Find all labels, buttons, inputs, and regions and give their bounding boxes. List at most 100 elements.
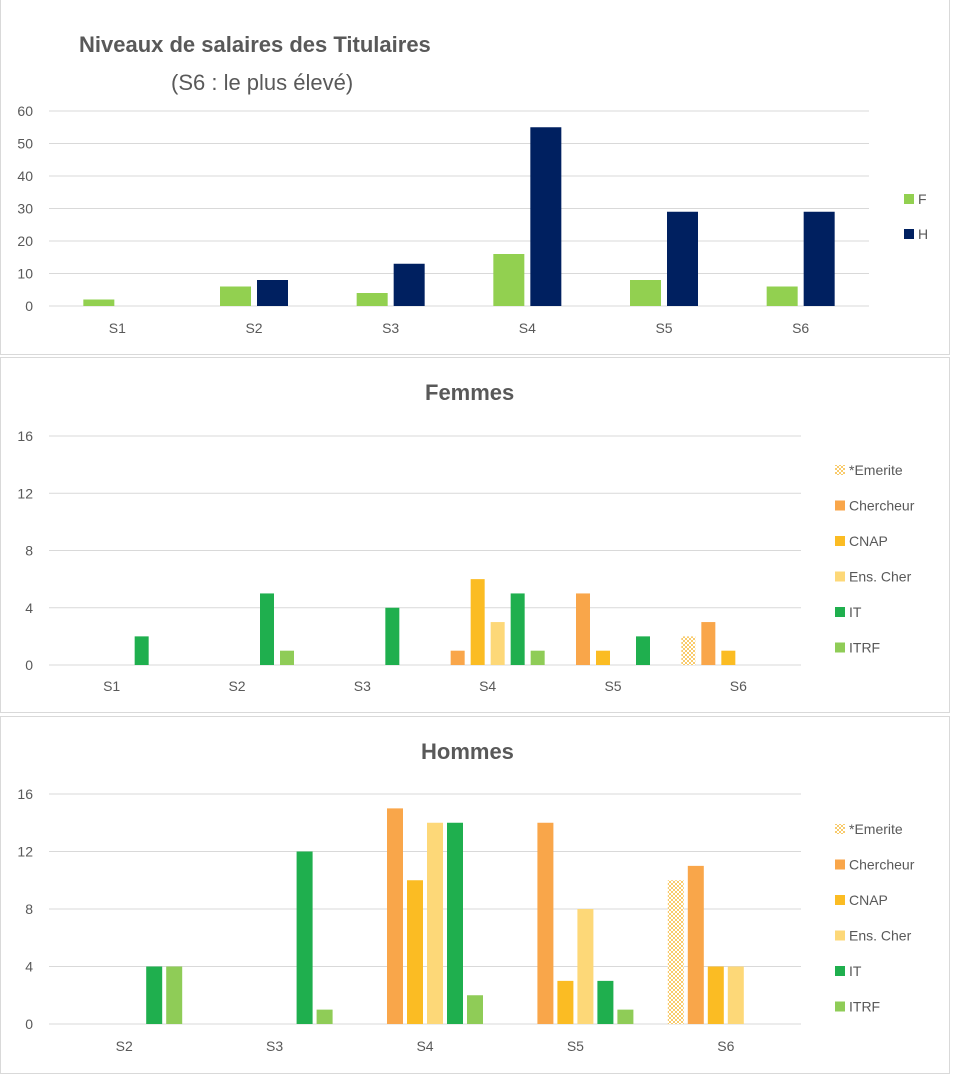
legend-swatch [835, 859, 845, 870]
y-tick-label: 0 [25, 1016, 33, 1032]
legend-swatch [835, 536, 845, 546]
legend-swatch [835, 966, 845, 976]
chart-svg-titulaires: 0 10 20 30 40 50 60 S1 S2 S3 S4 S5 S6 F H [17, 103, 928, 336]
legend-label: Chercheur [849, 498, 915, 514]
legend-label: Chercheur [849, 857, 915, 873]
y-tick-label: 0 [25, 298, 33, 314]
bar-chercheur-s4 [387, 808, 403, 1024]
y-tick-label: 4 [25, 600, 33, 616]
x-tick-label: S3 [354, 678, 371, 694]
y-tick-label: 12 [17, 485, 33, 501]
bar-emerite-s6 [681, 636, 696, 665]
legend-label: IT [849, 963, 862, 979]
bar-it-s3 [385, 607, 400, 665]
y-tick-label: 16 [17, 786, 33, 802]
x-tick-label: S1 [109, 320, 126, 336]
bar-cnap-s6 [707, 966, 724, 1024]
bar-f-s3 [356, 293, 388, 306]
bar-h-s6 [803, 211, 835, 306]
bar-enscher-s5 [577, 909, 594, 1024]
chart-svg-femmes: 0 4 8 12 16 S1 S2 S3 S4 S5 S6 *Emerite Chercheur CNAP… [17, 428, 915, 694]
legend-label: H [918, 226, 928, 242]
x-tick-label: S4 [416, 1038, 433, 1054]
chart-title: Niveaux de salaires des Titulaires [79, 32, 431, 57]
bar-h-s5 [667, 211, 698, 306]
y-tick-label: 12 [17, 844, 33, 860]
y-tick-label: 50 [17, 136, 33, 152]
y-tick-label: 60 [17, 103, 33, 119]
bar-enscher-s4 [427, 822, 443, 1024]
bar-it-s2 [146, 966, 163, 1024]
legend-swatch [835, 1001, 845, 1012]
x-tick-label: S5 [567, 1038, 584, 1054]
x-tick-label: S3 [382, 320, 399, 336]
bar-cnap-s4 [407, 880, 423, 1024]
bar-h-s4 [530, 127, 562, 306]
x-tick-label: S2 [228, 678, 245, 694]
legend-swatch [904, 194, 914, 204]
legend-swatch [835, 607, 845, 617]
legend-label: F [918, 191, 927, 207]
bar-chercheur-s5 [576, 593, 590, 665]
legend-swatch [904, 229, 914, 239]
legend-swatch [835, 824, 845, 834]
x-tick-label: S6 [792, 320, 809, 336]
bar-cnap-s5 [596, 650, 610, 665]
bar-h-s3 [393, 263, 425, 306]
legend-label: Ens. Cher [849, 569, 912, 585]
legend-label: *Emerite [849, 462, 903, 478]
bar-f-s2 [220, 286, 251, 306]
bar-it-s5 [597, 980, 614, 1024]
legend-swatch [835, 571, 845, 582]
x-tick-label: S1 [103, 678, 120, 694]
x-tick-label: S4 [519, 320, 536, 336]
chart-subtitle: (S6 : le plus élevé) [171, 70, 354, 95]
chart-title: Femmes [425, 380, 515, 405]
bar-it-s2 [260, 593, 274, 665]
y-tick-label: 8 [25, 901, 33, 917]
bar-f-s5 [630, 280, 661, 306]
bar-itrf-s4 [467, 995, 483, 1024]
chart-svg-hommes: 0 4 8 12 16 S2 S3 S4 S5 S6 *Emerite Chercheur CNAP En… [17, 786, 915, 1054]
bar-chercheur-s5 [537, 822, 554, 1024]
bar-chercheur-s6 [687, 865, 704, 1024]
chart-title: Hommes [421, 739, 514, 764]
x-tick-label: S2 [116, 1038, 133, 1054]
legend-swatch [835, 465, 845, 475]
bar-cnap-s5 [557, 980, 574, 1024]
bar-enscher-s6 [727, 966, 744, 1024]
bar-it-s4 [510, 593, 525, 665]
legend-swatch [835, 930, 845, 941]
legend-swatch [835, 642, 845, 653]
legend-label: *Emerite [849, 821, 903, 837]
bar-chercheur-s6 [701, 622, 716, 665]
bar-h-s2 [257, 280, 288, 306]
y-tick-label: 30 [17, 201, 33, 217]
y-tick-label: 8 [25, 543, 33, 559]
y-tick-label: 10 [17, 266, 33, 282]
legend-label: CNAP [849, 892, 888, 908]
bar-enscher-s4 [490, 622, 505, 665]
legend-label: Ens. Cher [849, 928, 912, 944]
y-tick-label: 16 [17, 428, 33, 444]
chart-panel-femmes: Femmes 0 4 8 12 16 S1 S2 S3 S4 S5 S6 *Emerite Cherch… [0, 357, 950, 713]
bar-itrf-s2 [280, 650, 294, 665]
y-tick-label: 0 [25, 657, 33, 673]
chart-panel-hommes: Hommes 0 4 8 12 16 S2 S3 S4 S5 S6 *Emerite Chercheu… [0, 716, 950, 1074]
y-tick-label: 4 [25, 959, 33, 975]
bar-f-s4 [493, 254, 525, 306]
x-tick-label: S5 [604, 678, 621, 694]
legend-swatch [835, 895, 845, 905]
bar-it-s1 [134, 636, 149, 665]
bar-cnap-s6 [721, 650, 736, 665]
legend-label: ITRF [849, 999, 880, 1015]
x-tick-label: S2 [245, 320, 262, 336]
legend-label: ITRF [849, 640, 880, 656]
bar-itrf-s4 [530, 650, 545, 665]
bar-chercheur-s4 [450, 650, 465, 665]
x-tick-label: S6 [730, 678, 747, 694]
bar-cnap-s4 [470, 579, 485, 665]
legend-swatch [835, 500, 845, 511]
legend-label: CNAP [849, 533, 888, 549]
